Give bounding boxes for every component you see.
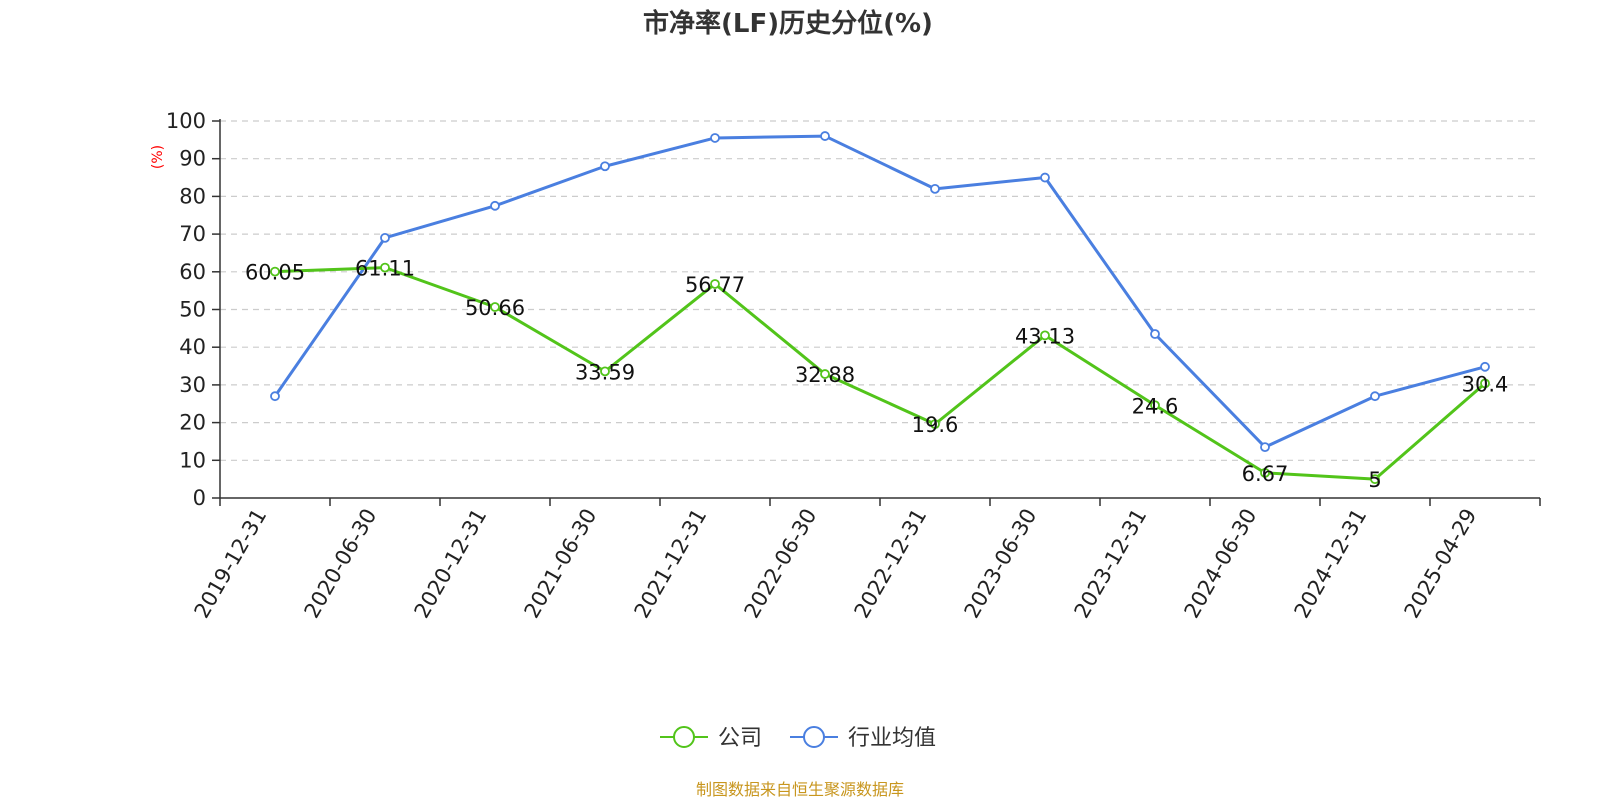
y-tick-label: 100 — [166, 109, 206, 133]
x-tick-label: 2022-06-30 — [740, 505, 822, 623]
data-point[interactable] — [930, 419, 940, 430]
data-point[interactable] — [1480, 378, 1490, 389]
y-tick-label: 10 — [179, 448, 206, 472]
data-label: 61.11 — [355, 257, 415, 281]
data-labels: 60.05 61.11 50.66 33.59 56.77 32.88 19.6 43.13 2… — [245, 257, 1508, 493]
data-point[interactable] — [380, 262, 390, 273]
data-point[interactable] — [1150, 329, 1160, 339]
data-point[interactable] — [270, 266, 280, 277]
data-label: 33.59 — [575, 360, 635, 384]
data-point[interactable] — [820, 369, 830, 379]
x-tick-label: 2024-12-31 — [1290, 505, 1372, 623]
data-label: 5 — [1368, 468, 1381, 492]
y-tick-label: 0 — [193, 486, 206, 510]
y-tick-label: 90 — [179, 147, 206, 171]
data-label: 19.6 — [912, 413, 959, 437]
legend-item-industry[interactable]: 行业均值 — [790, 726, 936, 751]
data-point[interactable] — [1260, 467, 1270, 478]
data-point[interactable] — [1260, 442, 1270, 453]
data-label: 43.13 — [1015, 324, 1075, 348]
legend-marker-company — [673, 726, 695, 748]
y-axis-label: (%) — [150, 145, 166, 169]
data-label: 30.4 — [1462, 372, 1509, 396]
data-point[interactable] — [1480, 361, 1490, 372]
data-point[interactable] — [1040, 330, 1050, 341]
legend-label-industry: 行业均值 — [848, 726, 936, 751]
legend-marker-industry — [803, 726, 825, 748]
y-tick-label: 40 — [179, 335, 206, 359]
x-tick-label: 2020-06-30 — [300, 505, 382, 623]
x-tick-label: 2021-06-30 — [520, 505, 602, 623]
series-line — [273, 134, 1486, 449]
series — [270, 131, 1490, 485]
data-point[interactable] — [1370, 391, 1380, 402]
y-tick-label: 50 — [179, 298, 206, 322]
data-point[interactable] — [600, 366, 610, 377]
chart-title: 市净率(LF)历史分位(%) — [643, 8, 933, 39]
data-point[interactable] — [380, 232, 390, 243]
x-tick-label: 2023-06-30 — [960, 505, 1042, 623]
data-label: 32.88 — [795, 363, 855, 387]
y-tick-label: 60 — [179, 260, 206, 284]
y-tick-label: 70 — [179, 222, 206, 246]
x-tick-label: 2024-06-30 — [1180, 505, 1262, 623]
x-tick-label: 2020-12-31 — [410, 505, 492, 623]
y-tick-label: 30 — [179, 373, 206, 397]
data-point[interactable] — [270, 391, 280, 402]
data-label: 56.77 — [685, 273, 745, 297]
data-label: 24.6 — [1132, 394, 1179, 418]
data-point[interactable] — [710, 279, 720, 289]
x-tick-label: 2023-12-31 — [1070, 505, 1152, 623]
data-point[interactable] — [490, 302, 500, 312]
data-point[interactable] — [710, 133, 720, 143]
x-tick-label: 2019-12-31 — [190, 505, 272, 623]
legend: 公司 行业均值 — [660, 726, 936, 751]
source-note: 制图数据来自恒生聚源数据库 — [696, 780, 904, 799]
data-point[interactable] — [1150, 400, 1160, 411]
data-point[interactable] — [820, 131, 830, 141]
x-tick-label: 2025-04-29 — [1400, 505, 1482, 623]
data-point[interactable] — [1370, 474, 1380, 485]
data-point[interactable] — [600, 161, 610, 172]
x-tick-label: 2021-12-31 — [630, 505, 712, 623]
x-tick-label: 2022-12-31 — [850, 505, 932, 623]
data-label: 60.05 — [245, 261, 305, 285]
data-point[interactable] — [930, 183, 940, 194]
data-point[interactable] — [1040, 172, 1050, 183]
legend-item-company[interactable]: 公司 — [660, 726, 762, 751]
series-line — [274, 266, 1486, 481]
y-tick-label: 20 — [179, 411, 206, 435]
y-tick-label: 80 — [179, 184, 206, 208]
legend-label-company: 公司 — [718, 726, 762, 751]
data-point[interactable] — [490, 200, 500, 211]
data-label: 50.66 — [465, 296, 525, 320]
grid — [220, 120, 1540, 461]
data-label: 6.67 — [1242, 462, 1289, 486]
